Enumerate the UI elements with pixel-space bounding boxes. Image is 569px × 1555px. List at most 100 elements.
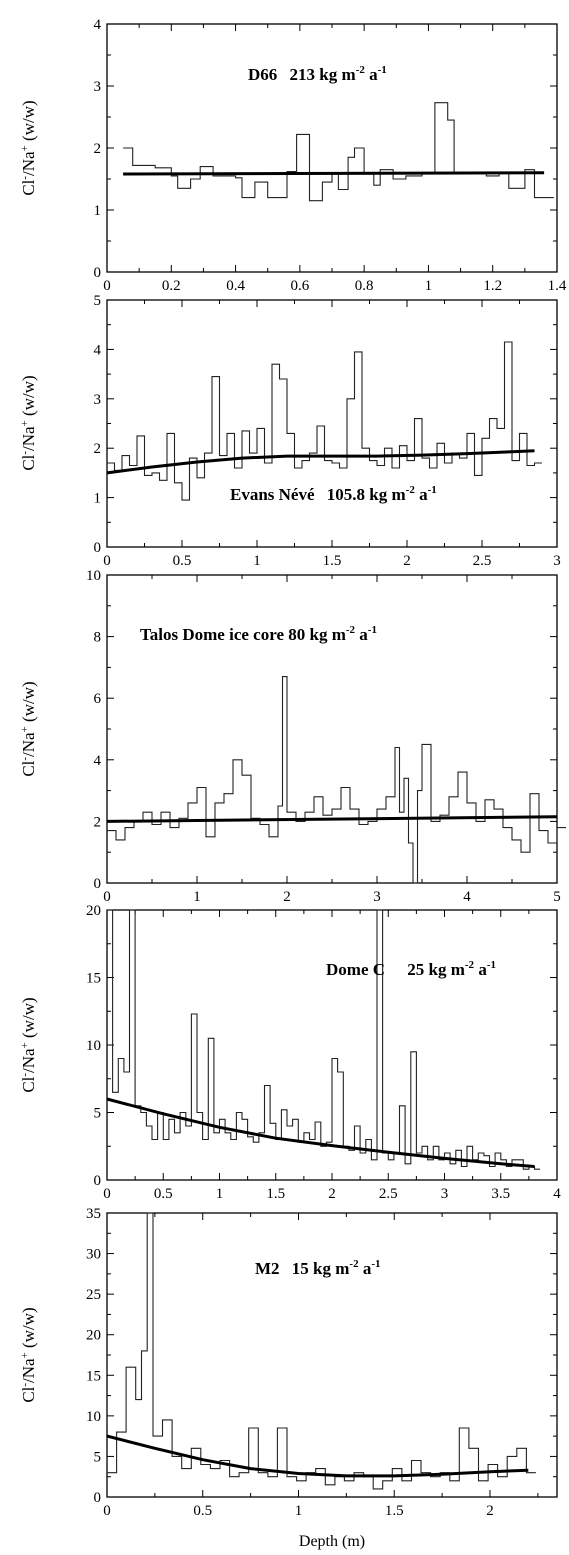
y-tick-label: 0 bbox=[94, 1490, 102, 1506]
y-tick-label: 10 bbox=[86, 1409, 101, 1425]
y-tick-label: 1 bbox=[94, 491, 102, 507]
panel-d66-title: D66 213 kg m-2 a-1 bbox=[248, 64, 387, 84]
x-tick-label: 2 bbox=[403, 553, 411, 569]
panel-dome-c-title-name: Dome C bbox=[326, 960, 385, 979]
y-tick-label: 10 bbox=[86, 1038, 101, 1054]
y-tick-label: 15 bbox=[86, 971, 101, 987]
x-tick-label: 0 bbox=[103, 889, 111, 905]
x-tick-label: 1 bbox=[193, 889, 201, 905]
x-tick-label: 0.4 bbox=[226, 278, 245, 294]
panel-evans-neve-ylabel: Cl-/Na+ (w/w) bbox=[19, 375, 38, 470]
panel-m2-title-name: M2 bbox=[255, 1259, 280, 1278]
panel-evans-neve-title: Evans Névé 105.8 kg m-2 a-1 bbox=[230, 484, 437, 504]
panel-d66-frame bbox=[106, 23, 558, 273]
panel-d66-title-name: D66 bbox=[248, 65, 277, 84]
y-tick-label: 10 bbox=[86, 568, 101, 584]
x-tick-label: 1.2 bbox=[483, 278, 502, 294]
x-tick-label: 2 bbox=[486, 1503, 494, 1519]
panel-talos-dome-title: Talos Dome ice core 80 kg m-2 a-1 bbox=[140, 624, 377, 644]
x-tick-label: 2.5 bbox=[379, 1186, 398, 1202]
y-tick-label: 0 bbox=[94, 265, 102, 281]
panel-evans-neve-ticks: 0 0.5 1 1.5 2 2.5 3 0 1 2 3 4 5 bbox=[94, 293, 561, 569]
x-tick-label: 2.5 bbox=[473, 553, 492, 569]
x-tick-label: 5 bbox=[553, 889, 561, 905]
fit-curve bbox=[106, 1434, 529, 1478]
x-tick-label: 0 bbox=[103, 1186, 111, 1202]
y-tick-label: 1 bbox=[94, 203, 102, 219]
x-tick-label: 0 bbox=[103, 278, 111, 294]
x-tick-label: 0.5 bbox=[173, 553, 192, 569]
panel-d66-ticks: 0 0.2 0.4 0.6 0.8 1 1.2 1.4 0 1 2 3 4 bbox=[94, 17, 567, 294]
x-tick-label: 1 bbox=[253, 553, 261, 569]
x-tick-label: 0.2 bbox=[162, 278, 181, 294]
panel-evans-neve-title-name: Evans Névé bbox=[230, 485, 315, 504]
x-tick-label: 2 bbox=[328, 1186, 336, 1202]
y-tick-label: 3 bbox=[94, 392, 102, 408]
data-step-line bbox=[123, 102, 554, 202]
panel-talos-dome-ylabel: Cl-/Na+ (w/w) bbox=[19, 681, 38, 776]
y-tick-label: 0 bbox=[94, 540, 102, 556]
panel-talos-dome-series bbox=[106, 676, 566, 884]
x-tick-label: 3 bbox=[373, 889, 381, 905]
panel-dome-c-series bbox=[106, 909, 541, 1170]
x-tick-label: 1.5 bbox=[266, 1186, 285, 1202]
panel-m2-series bbox=[106, 1212, 536, 1490]
x-tick-label: 3.5 bbox=[491, 1186, 510, 1202]
y-tick-label: 25 bbox=[86, 1287, 101, 1303]
x-tick-label: 1 bbox=[425, 278, 433, 294]
y-tick-label: 8 bbox=[94, 630, 102, 646]
y-tick-label: 6 bbox=[94, 691, 102, 707]
panel-evans-neve-title-rate: 105.8 bbox=[327, 485, 365, 504]
y-tick-label: 4 bbox=[94, 342, 102, 358]
panel-m2-ylabel: Cl-/Na+ (w/w) bbox=[19, 1307, 38, 1402]
y-tick-label: 5 bbox=[94, 1106, 102, 1122]
y-tick-label: 15 bbox=[86, 1368, 101, 1384]
y-tick-label: 5 bbox=[94, 293, 102, 309]
x-tick-label: 4 bbox=[553, 1186, 561, 1202]
x-tick-label: 1.4 bbox=[548, 278, 567, 294]
x-tick-label: 0.6 bbox=[290, 278, 309, 294]
panel-dome-c-ticks: 0 0.5 1 1.5 2 2.5 3 3.5 4 0 5 10 15 20 bbox=[86, 903, 561, 1202]
panel-talos-dome-frame bbox=[106, 574, 558, 884]
x-tick-label: 0 bbox=[103, 553, 111, 569]
panel-d66-series bbox=[123, 102, 554, 202]
x-tick-label: 0.8 bbox=[355, 278, 374, 294]
x-tick-label: 0 bbox=[103, 1503, 111, 1519]
data-step-line bbox=[107, 909, 541, 1170]
y-tick-label: 30 bbox=[86, 1247, 101, 1263]
data-step-line bbox=[107, 1212, 536, 1490]
y-tick-label: 5 bbox=[94, 1449, 102, 1465]
x-tick-label: 2 bbox=[283, 889, 291, 905]
panel-m2-title: M2 15 kg m-2 a-1 bbox=[255, 1258, 381, 1278]
x-tick-label: 0.5 bbox=[193, 1503, 212, 1519]
panel-d66-title-rate: 213 bbox=[290, 65, 316, 84]
x-tick-label: 1 bbox=[216, 1186, 224, 1202]
y-tick-label: 4 bbox=[94, 753, 102, 769]
x-tick-label: 1 bbox=[295, 1503, 303, 1519]
y-tick-label: 20 bbox=[86, 903, 101, 919]
y-tick-label: 4 bbox=[94, 17, 102, 33]
panel-m2-xlabel: Depth (m) bbox=[299, 1533, 365, 1550]
panel-d66-ylabel: Cl-/Na+ (w/w) bbox=[19, 100, 38, 195]
y-tick-label: 35 bbox=[86, 1206, 101, 1222]
fit-curve bbox=[106, 449, 535, 475]
panel-evans-neve-series bbox=[106, 341, 542, 501]
x-tick-label: 1.5 bbox=[385, 1503, 404, 1519]
y-tick-label: 2 bbox=[94, 141, 102, 157]
panel-dome-c-ylabel: Cl-/Na+ (w/w) bbox=[19, 997, 38, 1092]
y-tick-label: 3 bbox=[94, 79, 102, 95]
panel-talos-dome-ticks: 0 1 2 3 4 5 0 2 4 6 8 10 bbox=[86, 568, 561, 905]
panel-m2-title-rate: 15 bbox=[292, 1259, 309, 1278]
data-step-line bbox=[107, 341, 542, 501]
y-tick-label: 2 bbox=[94, 441, 102, 457]
panel-dome-c-title: Dome C 25 kg m-2 a-1 bbox=[326, 959, 496, 979]
x-tick-label: 3 bbox=[441, 1186, 449, 1202]
panel-evans-neve: 0 0.5 1 1.5 2 2.5 3 0 1 2 3 4 5 Cl-/Na+ (w/w) Evans … bbox=[19, 293, 561, 569]
fit-curve bbox=[123, 171, 545, 176]
panel-talos-dome-title-name: Talos Dome ice core 80 bbox=[140, 625, 305, 644]
x-tick-label: 3 bbox=[553, 553, 561, 569]
